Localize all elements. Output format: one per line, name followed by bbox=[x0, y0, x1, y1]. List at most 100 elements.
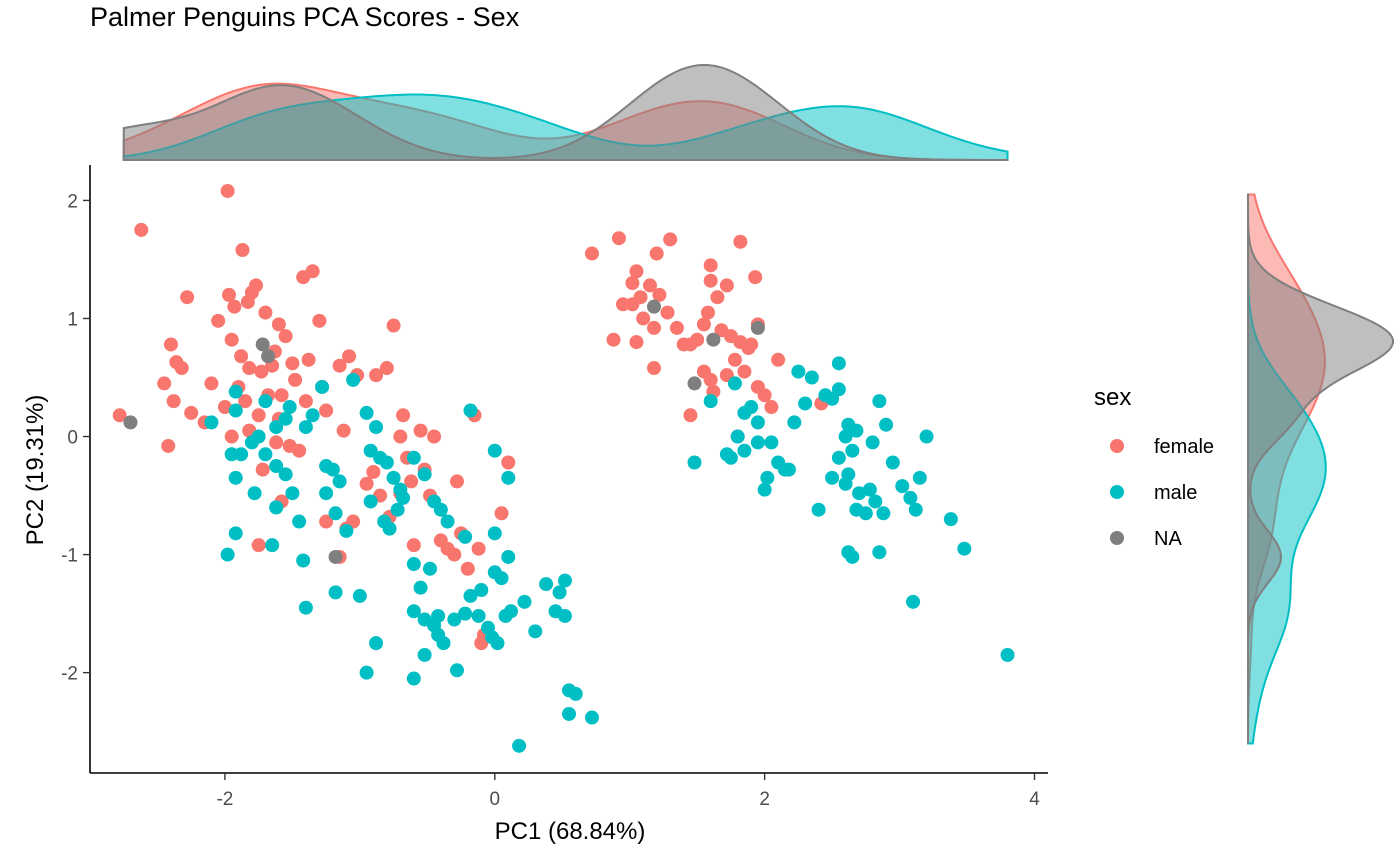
point-female bbox=[404, 474, 419, 489]
point-female bbox=[336, 423, 351, 438]
point-male bbox=[831, 382, 846, 397]
point-na bbox=[687, 376, 702, 391]
point-female bbox=[366, 464, 381, 479]
point-male bbox=[501, 470, 516, 485]
point-male bbox=[872, 394, 887, 409]
point-male bbox=[413, 580, 428, 595]
point-male bbox=[727, 376, 742, 391]
point-male bbox=[957, 541, 972, 556]
point-female bbox=[258, 305, 273, 320]
point-female bbox=[296, 270, 311, 285]
point-female bbox=[460, 561, 475, 576]
point-male bbox=[396, 490, 411, 505]
point-male bbox=[862, 482, 877, 497]
point-female bbox=[282, 438, 297, 453]
point-female bbox=[238, 394, 253, 409]
point-female bbox=[440, 541, 455, 556]
point-male bbox=[359, 665, 374, 680]
point-male bbox=[557, 608, 572, 623]
point-na bbox=[255, 337, 270, 352]
point-male bbox=[838, 429, 853, 444]
point-female bbox=[278, 329, 293, 344]
x-tick-label: 2 bbox=[759, 789, 770, 810]
point-male bbox=[440, 514, 455, 529]
legend-label-na: NA bbox=[1154, 528, 1182, 550]
point-female bbox=[494, 506, 509, 521]
point-female bbox=[733, 234, 748, 249]
point-female bbox=[242, 361, 257, 376]
point-female bbox=[221, 287, 236, 302]
point-female bbox=[274, 388, 289, 403]
point-female bbox=[332, 358, 347, 373]
point-female bbox=[663, 232, 678, 247]
point-male bbox=[278, 467, 293, 482]
point-female bbox=[166, 394, 181, 409]
point-male bbox=[487, 443, 502, 458]
point-female bbox=[501, 455, 516, 470]
point-female bbox=[710, 290, 725, 305]
point-male bbox=[431, 627, 446, 642]
point-male bbox=[406, 671, 421, 686]
point-female bbox=[647, 320, 662, 335]
point-male bbox=[919, 429, 934, 444]
point-male bbox=[787, 415, 802, 430]
x-tick-label: 4 bbox=[1029, 789, 1040, 810]
right-density-na bbox=[1247, 194, 1395, 744]
point-female bbox=[254, 364, 269, 379]
top-marginal-density bbox=[122, 63, 1009, 161]
point-female bbox=[771, 352, 786, 367]
point-male bbox=[845, 443, 860, 458]
point-female bbox=[134, 222, 149, 237]
point-female bbox=[319, 514, 334, 529]
point-female bbox=[396, 408, 411, 423]
point-female bbox=[161, 438, 176, 453]
point-male bbox=[458, 606, 473, 621]
point-female bbox=[744, 337, 759, 352]
point-female bbox=[163, 337, 178, 352]
point-female bbox=[235, 243, 250, 258]
point-female bbox=[615, 297, 630, 312]
point-male bbox=[406, 557, 421, 572]
point-male bbox=[386, 470, 401, 485]
legend-label-male: male bbox=[1154, 482, 1197, 504]
point-male bbox=[269, 459, 284, 474]
point-male bbox=[417, 647, 432, 662]
point-female bbox=[369, 368, 384, 383]
x-axis-ticks: -2 0 2 4 bbox=[216, 773, 1040, 810]
point-female bbox=[227, 299, 242, 314]
legend-key-female bbox=[1110, 439, 1124, 453]
point-female bbox=[204, 376, 219, 391]
point-male bbox=[265, 538, 280, 553]
point-male bbox=[908, 502, 923, 517]
point-male bbox=[450, 663, 465, 678]
point-female bbox=[642, 278, 657, 293]
point-male bbox=[798, 396, 813, 411]
point-male bbox=[369, 420, 384, 435]
point-female bbox=[244, 285, 259, 300]
point-male bbox=[282, 400, 297, 415]
y-tick-label: 2 bbox=[67, 191, 78, 212]
point-male bbox=[224, 447, 239, 462]
point-male bbox=[517, 594, 532, 609]
point-male bbox=[285, 486, 300, 501]
point-male bbox=[359, 405, 374, 420]
point-na bbox=[123, 415, 138, 430]
axes: -2 0 2 4 -2 -1 0 1 2 bbox=[61, 165, 1048, 810]
point-male bbox=[258, 394, 273, 409]
point-male bbox=[269, 500, 284, 515]
point-male bbox=[750, 435, 765, 450]
point-male bbox=[298, 420, 313, 435]
point-male bbox=[228, 403, 243, 418]
point-female bbox=[748, 270, 763, 285]
point-male bbox=[885, 455, 900, 470]
point-male bbox=[876, 506, 891, 521]
point-male bbox=[872, 545, 887, 560]
point-female bbox=[629, 335, 644, 350]
y-tick-label: -1 bbox=[61, 546, 78, 567]
point-female bbox=[379, 361, 394, 376]
point-female bbox=[211, 313, 226, 328]
point-female bbox=[703, 258, 718, 273]
point-female bbox=[269, 435, 284, 450]
point-male bbox=[352, 588, 367, 603]
point-female bbox=[606, 332, 621, 347]
